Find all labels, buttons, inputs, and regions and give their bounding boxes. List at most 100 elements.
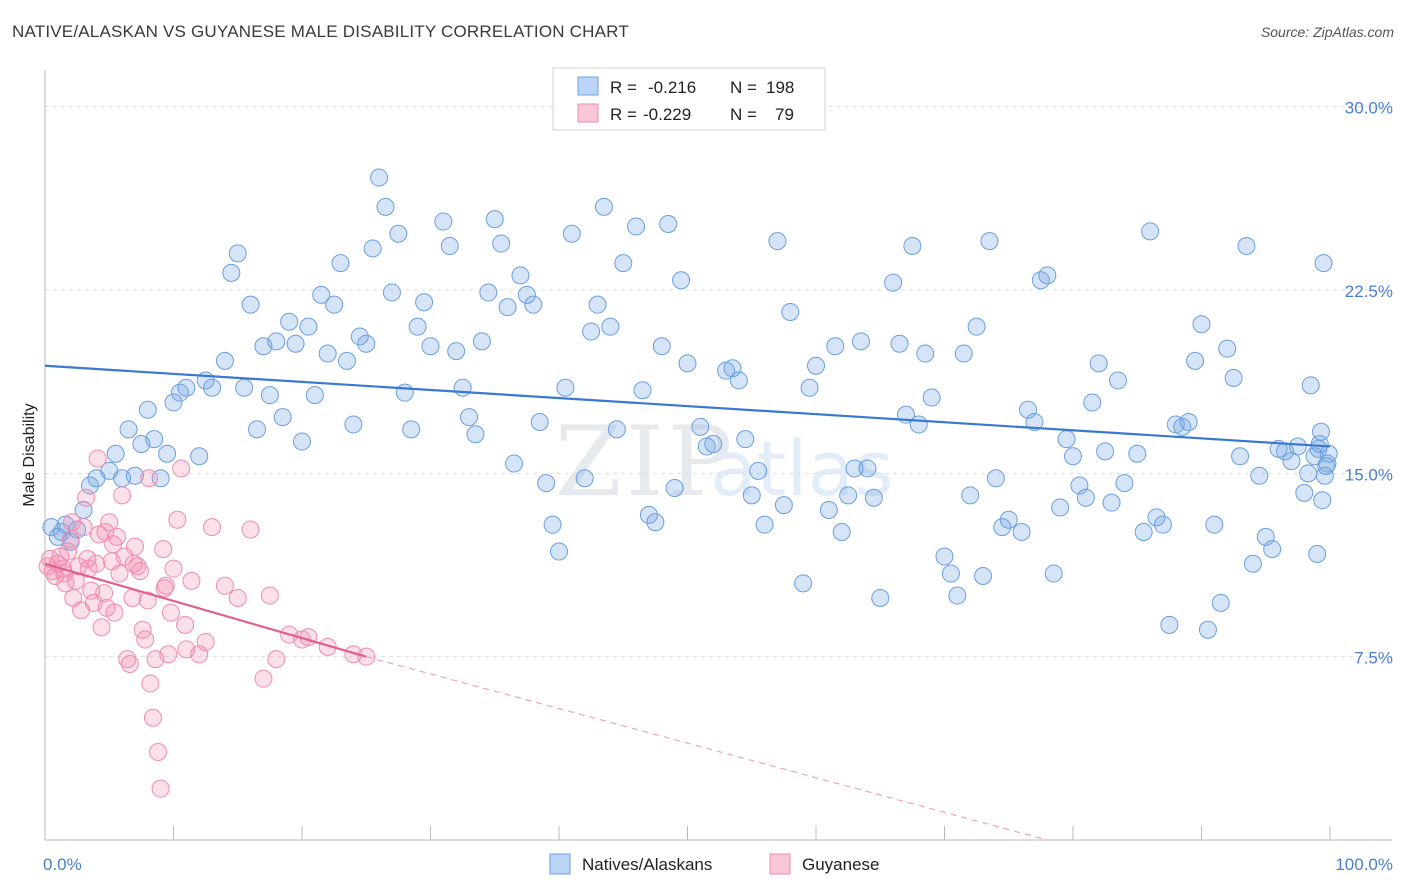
point-guyanese bbox=[87, 554, 106, 573]
point-guyanese bbox=[118, 650, 137, 669]
point-natives bbox=[871, 589, 890, 607]
point-natives bbox=[1160, 615, 1179, 634]
point-natives bbox=[363, 239, 382, 258]
legend-swatch-natives bbox=[549, 853, 571, 875]
point-natives bbox=[1134, 523, 1153, 541]
point-natives bbox=[941, 564, 960, 583]
legend-label-guyanese: Guyanese bbox=[802, 855, 880, 874]
point-natives bbox=[537, 474, 556, 493]
point-guyanese bbox=[215, 576, 234, 595]
point-natives bbox=[742, 486, 761, 505]
point-guyanese bbox=[267, 650, 286, 669]
stats-legend: R = -0.216 N = 198 R = -0.229 N = 79 bbox=[552, 67, 826, 131]
point-natives bbox=[1299, 464, 1318, 483]
point-guyanese bbox=[241, 520, 260, 539]
point-natives bbox=[819, 501, 838, 519]
point-guyanese bbox=[55, 564, 74, 583]
point-guyanese bbox=[110, 564, 129, 583]
point-natives bbox=[1147, 508, 1166, 527]
y-tick-label: 30.0% bbox=[1345, 99, 1393, 118]
point-natives bbox=[331, 254, 350, 273]
point-guyanese bbox=[159, 645, 178, 664]
point-natives bbox=[1224, 369, 1243, 387]
point-natives bbox=[556, 378, 575, 397]
point-guyanese bbox=[62, 513, 81, 532]
point-guyanese bbox=[176, 615, 195, 634]
point-natives bbox=[466, 425, 485, 444]
point-guyanese bbox=[113, 486, 132, 505]
point-natives bbox=[260, 386, 279, 405]
point-guyanese bbox=[96, 523, 115, 541]
point-natives bbox=[794, 574, 813, 593]
point-guyanese bbox=[203, 518, 222, 537]
point-natives bbox=[768, 232, 787, 251]
point-natives bbox=[858, 459, 877, 478]
point-guyanese bbox=[196, 633, 215, 651]
point-natives bbox=[916, 344, 935, 363]
y-tick-label: 22.5% bbox=[1345, 282, 1393, 301]
point-natives bbox=[800, 378, 819, 397]
point-natives bbox=[453, 378, 472, 397]
point-natives bbox=[305, 386, 324, 405]
point-natives bbox=[851, 332, 870, 351]
point-natives bbox=[1076, 488, 1095, 507]
point-natives bbox=[1205, 515, 1224, 534]
point-natives bbox=[1192, 315, 1211, 334]
stats-r-value-natives: -0.216 bbox=[648, 78, 696, 97]
point-natives bbox=[1108, 371, 1127, 390]
point-natives bbox=[652, 337, 671, 356]
point-natives bbox=[1308, 545, 1327, 563]
x-tick-label: 100.0% bbox=[1335, 855, 1393, 874]
point-guyanese bbox=[77, 488, 96, 507]
point-natives bbox=[832, 523, 851, 541]
point-natives bbox=[479, 283, 498, 302]
point-natives bbox=[1250, 466, 1269, 485]
point-natives bbox=[511, 266, 530, 285]
point-natives bbox=[203, 378, 222, 397]
point-natives bbox=[350, 327, 369, 346]
point-natives bbox=[781, 303, 800, 321]
point-natives bbox=[1211, 593, 1230, 612]
legend-label-natives: Natives/Alaskans bbox=[582, 855, 712, 874]
trend-lines bbox=[44, 364, 1331, 841]
point-natives bbox=[80, 476, 99, 495]
point-natives bbox=[421, 337, 440, 356]
point-natives bbox=[678, 354, 697, 373]
point-natives bbox=[1198, 620, 1217, 639]
point-natives bbox=[1153, 515, 1172, 534]
point-natives bbox=[376, 197, 395, 216]
trend-extension-guyanese bbox=[366, 656, 1048, 841]
point-guyanese bbox=[141, 674, 160, 693]
point-natives bbox=[1312, 422, 1331, 441]
point-natives bbox=[909, 415, 928, 434]
point-natives bbox=[228, 244, 247, 263]
point-natives bbox=[164, 393, 183, 412]
point-natives bbox=[1179, 413, 1198, 431]
point-natives bbox=[691, 417, 710, 436]
point-natives bbox=[1237, 237, 1256, 255]
point-natives bbox=[344, 415, 363, 434]
point-natives bbox=[774, 496, 793, 515]
point-natives bbox=[1141, 222, 1160, 241]
point-natives bbox=[736, 430, 755, 449]
trend-line-natives bbox=[44, 364, 1331, 448]
point-natives bbox=[582, 322, 601, 341]
point-natives bbox=[273, 408, 292, 427]
stats-n-label-guyanese: N = bbox=[730, 105, 757, 124]
point-natives bbox=[382, 283, 401, 302]
point-natives bbox=[601, 317, 620, 336]
point-natives bbox=[106, 444, 125, 463]
point-guyanese bbox=[138, 591, 157, 610]
point-guyanese bbox=[95, 584, 114, 603]
point-natives bbox=[241, 295, 260, 314]
point-natives bbox=[517, 285, 536, 304]
point-natives bbox=[864, 488, 883, 507]
stats-n-value-natives: 198 bbox=[766, 78, 794, 97]
x-tick-labels: 0.0% 100.0% bbox=[43, 855, 1393, 874]
point-natives bbox=[447, 342, 466, 361]
y-tick-label: 15.0% bbox=[1345, 465, 1393, 484]
source-label: Source: ZipAtlas.com bbox=[1260, 24, 1394, 40]
point-guyanese bbox=[69, 557, 88, 576]
point-natives bbox=[357, 334, 376, 353]
stats-legend-swatch-guyanese bbox=[577, 103, 599, 123]
